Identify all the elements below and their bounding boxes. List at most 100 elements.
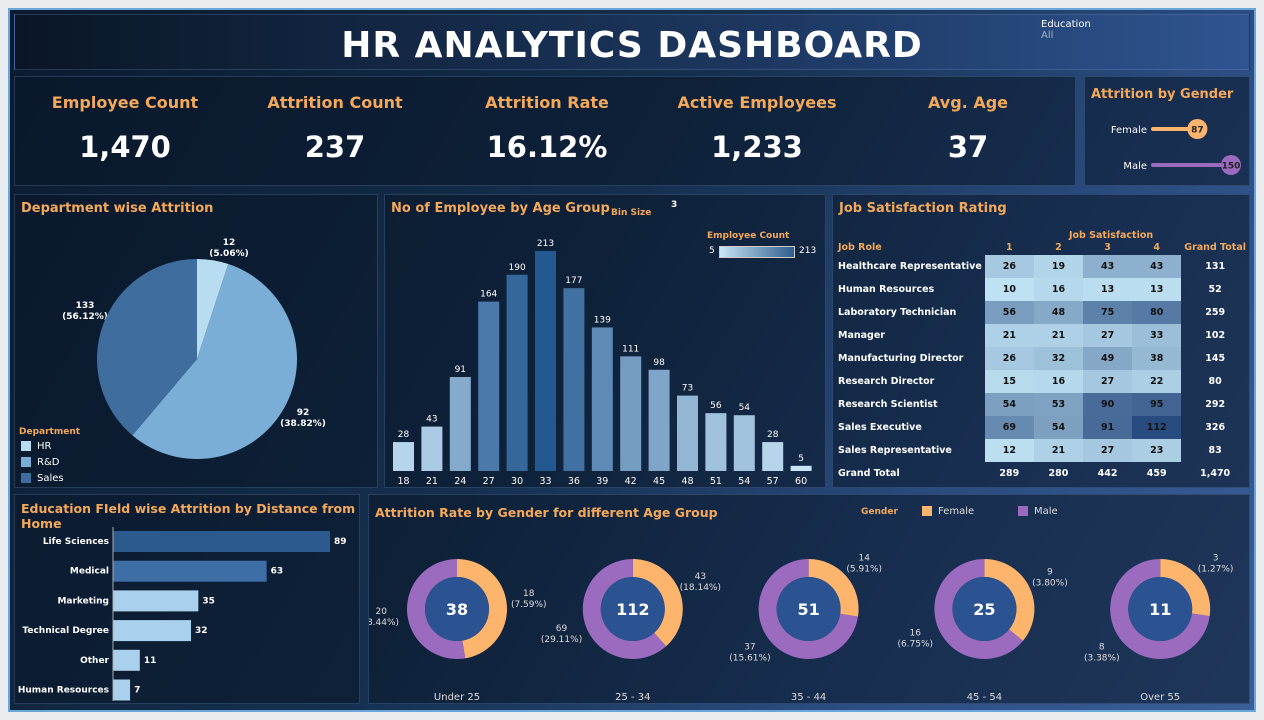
job-role: Manager	[838, 330, 885, 341]
department-pie: 12(5.06%) 133(56.12%) 92(38.82%)	[62, 238, 326, 459]
gender-bar	[1151, 127, 1198, 131]
table-cell: 23	[1132, 439, 1182, 462]
satisfaction-column-header: 3	[1104, 241, 1111, 253]
table-cell: 54	[984, 393, 1034, 416]
education-bar-label: 7	[134, 686, 140, 696]
male-count-label: 37	[744, 642, 755, 652]
male-pct-label: (8.44%)	[369, 618, 399, 628]
education-bar	[113, 590, 199, 612]
legend-male[interactable]: Male	[1018, 506, 1058, 517]
legend-sales[interactable]: Sales	[21, 473, 64, 484]
pie-slice-rd	[132, 264, 298, 459]
education-bar-label: 11	[144, 656, 157, 666]
age-bar	[790, 465, 812, 471]
gender-marker	[1187, 119, 1208, 139]
table-cell: 15	[984, 370, 1034, 393]
gender-marker	[1221, 155, 1241, 175]
female-pct-label: (3.80%)	[1032, 579, 1068, 589]
female-count-label: 3	[1213, 553, 1219, 563]
pie-pct-label: (38.82%)	[280, 419, 326, 429]
kpi-label: Employee Count	[51, 93, 199, 112]
bin-size-value[interactable]: 3	[671, 200, 678, 210]
job-role: Healthcare Representative	[838, 261, 982, 272]
pie-label: 133	[76, 301, 95, 311]
education-filter-value[interactable]: All	[1041, 30, 1054, 41]
donut-female-segment	[1160, 559, 1211, 617]
gender-age-title: Attrition Rate by Gender for different A…	[375, 505, 718, 520]
education-category-label: Human Resources	[18, 686, 109, 696]
table-row: Laboratory Technician 56 48 75 80 259	[835, 301, 1249, 324]
table-row: Sales Executive 69 54 91 112 326	[835, 416, 1249, 439]
column-total: 442	[1097, 468, 1118, 479]
donut-female-segment	[984, 559, 1035, 641]
age-tick-label: 39	[596, 476, 608, 487]
education-bar	[113, 531, 330, 552]
column-total: 280	[1048, 468, 1069, 479]
female-pct-label: (5.91%)	[846, 565, 882, 575]
legend-hr[interactable]: HR	[21, 441, 51, 452]
donut-female-segment	[457, 559, 507, 659]
age-bar-label: 43	[426, 415, 437, 425]
kpi-attrition-rate: Attrition Rate 16.12%	[442, 93, 652, 164]
age-group-label: Under 25	[434, 692, 480, 703]
age-bar	[677, 395, 698, 471]
education-bar-label: 89	[334, 537, 347, 547]
donut-female-segment	[808, 559, 859, 617]
age-bar	[705, 413, 727, 471]
education-filter[interactable]: Education All	[1041, 19, 1091, 41]
education-bar-label: 32	[195, 626, 208, 636]
age-group-title: No of Employee by Age Group	[391, 201, 610, 216]
table-cell: 21	[1033, 439, 1084, 462]
department-panel: Department wise Attrition 12 (5.06%) 133 (5…	[14, 194, 378, 488]
donut-male-segment	[1110, 559, 1210, 659]
education-bar-label: 63	[271, 567, 284, 577]
page-title: HR ANALYTICS DASHBOARD	[341, 25, 923, 66]
male-pct-label: (3.38%)	[1084, 654, 1120, 664]
education-bar	[113, 679, 131, 701]
table-header-row: Job Role 1 2 3 4 Grand Total	[835, 239, 1249, 255]
age-group-label: Over 55	[1140, 692, 1180, 703]
table-row: Human Resources 10 16 13 13 52	[835, 278, 1249, 301]
legend-rd[interactable]: R&D	[21, 457, 59, 468]
male-pct-label: (29.11%)	[541, 635, 582, 645]
education-bar-chart: Life Sciences 89 Medical 63 Marketing 35 Techn…	[18, 527, 347, 701]
table-cell: 43	[1083, 255, 1133, 278]
age-bar-label: 73	[682, 384, 693, 394]
kpi-value: 16.12%	[486, 130, 608, 164]
age-bar	[620, 356, 642, 471]
age-bar	[393, 442, 414, 471]
age-bar	[421, 426, 443, 471]
kpi-value: 1,233	[711, 130, 803, 164]
pie-pct-label: (56.12%)	[62, 312, 108, 322]
gender-value: 87	[1191, 126, 1204, 136]
table-cell: 32	[1033, 347, 1084, 370]
gender-age-panel: Attrition Rate by Gender for different A…	[368, 494, 1250, 704]
job-role: Sales Representative	[838, 445, 952, 456]
age-tick-label: 57	[767, 476, 779, 487]
donut-center	[1128, 577, 1193, 641]
table-cell: 90	[1083, 393, 1133, 416]
table-cell: 112	[1132, 416, 1182, 439]
gender-panel: Attrition by Gender Female 87 Male 150	[1084, 76, 1250, 186]
kpi-value: 37	[947, 130, 989, 164]
gender-bar	[1151, 163, 1231, 167]
table-cell: 12	[984, 439, 1034, 462]
color-legend-title: Employee Count	[707, 231, 790, 241]
legend-female[interactable]: Female	[922, 506, 974, 517]
table-row: Healthcare Representative 26 19 43 43 131	[835, 255, 1249, 278]
table-cell: 26	[984, 255, 1034, 278]
row-total: 52	[1208, 284, 1222, 295]
female-count-label: 18	[523, 589, 535, 599]
education-field-title: Education FIeld wise Attrition by Distan…	[21, 501, 356, 531]
kpi-employee-count: Employee Count 1,470	[20, 93, 230, 164]
age-bar	[648, 369, 670, 471]
age-bar	[449, 377, 471, 471]
table-row: Research Scientist 54 53 90 95 292	[835, 393, 1249, 416]
age-bar-label: 56	[710, 401, 722, 411]
job-role: Research Director	[838, 376, 935, 387]
pie-slice-hr	[197, 259, 229, 359]
row-total: 145	[1205, 353, 1226, 364]
pie-label: 92	[297, 408, 310, 418]
age-tick-label: 27	[483, 476, 495, 487]
